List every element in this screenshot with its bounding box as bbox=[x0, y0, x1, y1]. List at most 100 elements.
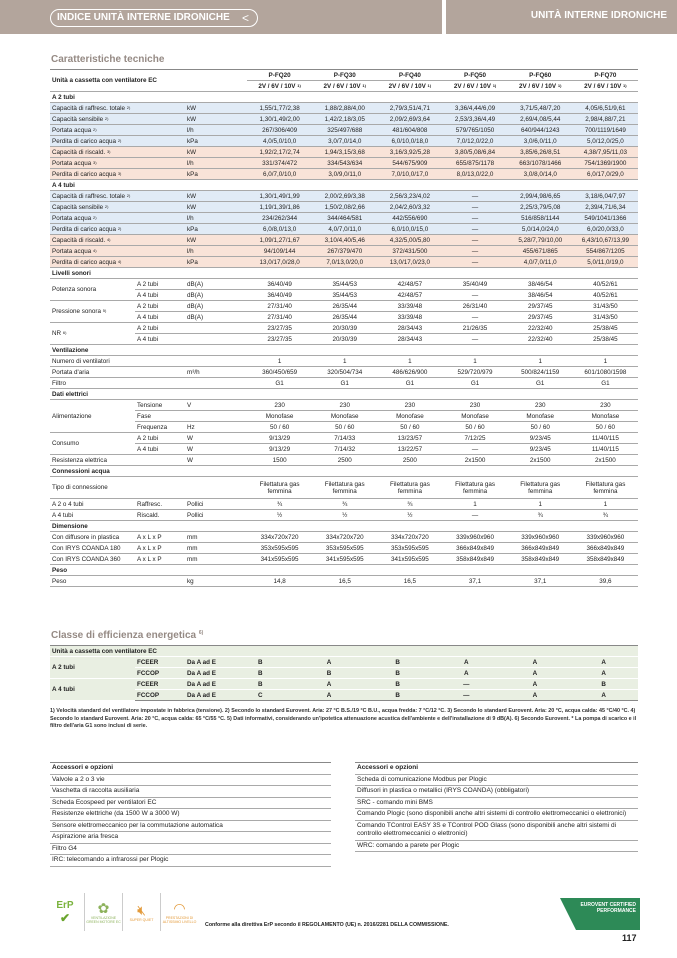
value-cell: 26/35/44 bbox=[312, 300, 378, 312]
row-sublabel: Tensione bbox=[135, 399, 185, 411]
speed-header: 2V / 6V / 10V 1) bbox=[312, 80, 378, 92]
value-cell: — bbox=[442, 201, 508, 213]
row-unit: W bbox=[185, 454, 247, 466]
value-cell: 344/464/581 bbox=[312, 212, 378, 224]
value-cell: — bbox=[442, 311, 508, 323]
efficiency-scale: Da A ad E bbox=[185, 667, 226, 679]
model-header: P-FQ20 bbox=[247, 69, 313, 81]
footnote-mark: 4) bbox=[92, 247, 97, 253]
row-unit: kW bbox=[185, 113, 247, 125]
value-cell: 3,16/3,92/5,28 bbox=[377, 146, 443, 158]
accessory-item: Scheda di comunicazione Modbus per Plogi… bbox=[355, 775, 638, 786]
row-label: Perdita di carico acqua 2) bbox=[50, 135, 185, 147]
footnote-mark: 1) bbox=[623, 82, 627, 88]
value-cell: 7/14/32 bbox=[312, 443, 378, 455]
value-cell: 38/46/54 bbox=[507, 278, 573, 290]
value-cell: 1,19/1,39/1,86 bbox=[247, 201, 313, 213]
value-cell: 29/37/45 bbox=[507, 300, 573, 312]
efficiency-class: B bbox=[226, 667, 295, 679]
table-row: Capacità di riscald. 4) kW 1,09/1,27/1,67 3… bbox=[50, 234, 638, 246]
index-link[interactable]: INDICE UNITÀ INTERNE IDRONICHE < bbox=[50, 9, 258, 27]
section-header: UNITÀ INTERNE IDRONICHE bbox=[446, 0, 677, 34]
row-unit: W bbox=[185, 432, 247, 444]
table-row: Portata acqua 2) l/h 234/262/344 344/464/58… bbox=[50, 212, 638, 224]
value-cell: 9/13/29 bbox=[247, 443, 313, 455]
value-cell: 13/23/57 bbox=[377, 432, 443, 444]
value-cell: 16,5 bbox=[377, 575, 443, 587]
index-label: INDICE UNITÀ INTERNE IDRONICHE bbox=[57, 12, 230, 23]
speed-header: 2V / 6V / 10V 1) bbox=[572, 80, 638, 92]
row-sublabel: A 4 tubi bbox=[135, 333, 185, 345]
model-header: P-FQ50 bbox=[442, 69, 508, 81]
value-cell: 339x960x960 bbox=[572, 531, 638, 543]
value-cell: Filettatura gas femmina bbox=[572, 476, 638, 499]
footnote-mark: 1) bbox=[362, 82, 366, 88]
row-sublabel: A 4 tubi bbox=[135, 443, 185, 455]
value-cell: 234/262/344 bbox=[247, 212, 313, 224]
value-cell: ½ bbox=[247, 509, 313, 521]
value-cell: 700/1119/1649 bbox=[572, 124, 638, 136]
erp-label: ErP bbox=[56, 899, 74, 911]
unit-type-label: Unità a cassetta con ventilatore EC bbox=[50, 69, 247, 92]
table-row: Fase Monofase Monofase Monofase Monofase Mono… bbox=[50, 410, 638, 422]
value-cell: 334x720x720 bbox=[377, 531, 443, 543]
value-cell: 14,8 bbox=[247, 575, 313, 587]
value-cell: Monofase bbox=[247, 410, 313, 422]
value-cell: 4,0/7,0/11,0 bbox=[312, 223, 378, 235]
page-number: 117 bbox=[622, 933, 637, 943]
section-header: Livelli sonori bbox=[50, 267, 638, 279]
table-row: Perdita di carico acqua 4) kPa 13,0/17,0/2… bbox=[50, 256, 638, 268]
efficiency-class: B bbox=[363, 689, 432, 701]
row-label: Peso bbox=[50, 575, 185, 587]
table-row: Alimentazione Tensione V 230 230 230 230 230 230 bbox=[50, 399, 638, 433]
value-cell: 5,0/11,0/19,0 bbox=[572, 256, 638, 268]
value-cell: 1 bbox=[247, 355, 313, 367]
speed-header: 2V / 6V / 10V 1) bbox=[377, 80, 443, 92]
row-label: Capacità di riscald. 4) bbox=[50, 234, 185, 246]
value-cell: 1 bbox=[377, 355, 443, 367]
model-header: P-FQ70 bbox=[572, 69, 638, 81]
value-cell: 334x720x720 bbox=[247, 531, 313, 543]
value-cell: — bbox=[442, 256, 508, 268]
efficiency-class: B bbox=[569, 678, 638, 690]
value-cell: 6,0/7,0/10,0 bbox=[247, 168, 313, 180]
row-unit bbox=[185, 322, 247, 334]
unit-type-label: Unità a cassetta con ventilatore EC bbox=[50, 645, 638, 657]
table-row: Capacità di riscald. 3) kW 1,92/2,17/2,74 1… bbox=[50, 146, 638, 158]
value-cell: 2x1500 bbox=[442, 454, 508, 466]
row-label: A 2 o 4 tubi bbox=[50, 498, 135, 510]
section-label: Dimensione bbox=[50, 520, 638, 532]
table-row: Portata acqua 4) l/h 94/109/144 267/379/470… bbox=[50, 245, 638, 257]
accessories-right: Accessori e opzioni Scheda di comunicazio… bbox=[355, 762, 638, 852]
value-cell: G1 bbox=[377, 377, 443, 389]
value-cell: ¾ bbox=[312, 498, 378, 510]
footnote-mark: 2) bbox=[117, 137, 122, 143]
section-label: A 4 tubi bbox=[50, 179, 638, 191]
efficiency-table: Unità a cassetta con ventilatore EC A 2 t… bbox=[50, 645, 638, 701]
accessory-item: Comando Plogic (sono disponibili anche a… bbox=[355, 809, 638, 821]
value-cell: 500/824/1159 bbox=[507, 366, 573, 378]
table-row: Peso kg 14,8 16,5 16,5 37,1 37,1 39,6 bbox=[50, 575, 638, 587]
value-cell: 358x849x849 bbox=[572, 553, 638, 565]
green-ventilation-badge: ✿ VENTILAZIONE GREEN MOTORE EC bbox=[84, 893, 122, 931]
row-unit: l/h bbox=[185, 212, 247, 224]
value-cell: 1,09/1,27/1,67 bbox=[247, 234, 313, 246]
value-cell: 353x595x595 bbox=[377, 542, 443, 554]
value-cell: 3,36/4,44/6,09 bbox=[442, 102, 508, 114]
value-cell: 579/765/1050 bbox=[442, 124, 508, 136]
value-cell: — bbox=[442, 509, 508, 521]
value-cell: 50 / 60 bbox=[572, 421, 638, 433]
accessories-title: Accessori e opzioni bbox=[355, 762, 638, 775]
value-cell: 481/604/808 bbox=[377, 124, 443, 136]
value-cell: 1,42/2,18/3,05 bbox=[312, 113, 378, 125]
row-sublabel: A 2 tubi bbox=[135, 322, 185, 334]
row-label: Perdita di carico acqua 3) bbox=[50, 168, 185, 180]
model-header: P-FQ30 bbox=[312, 69, 378, 81]
footnotes: 1) Velocità standard del ventilatore imp… bbox=[50, 708, 637, 730]
value-cell: ¾ bbox=[572, 509, 638, 521]
table-row: Numero di ventilatori 1 1 1 1 1 1 bbox=[50, 355, 638, 367]
row-label: Capacità sensibile 2) bbox=[50, 201, 185, 213]
value-cell: 2,98/4,88/7,21 bbox=[572, 113, 638, 125]
